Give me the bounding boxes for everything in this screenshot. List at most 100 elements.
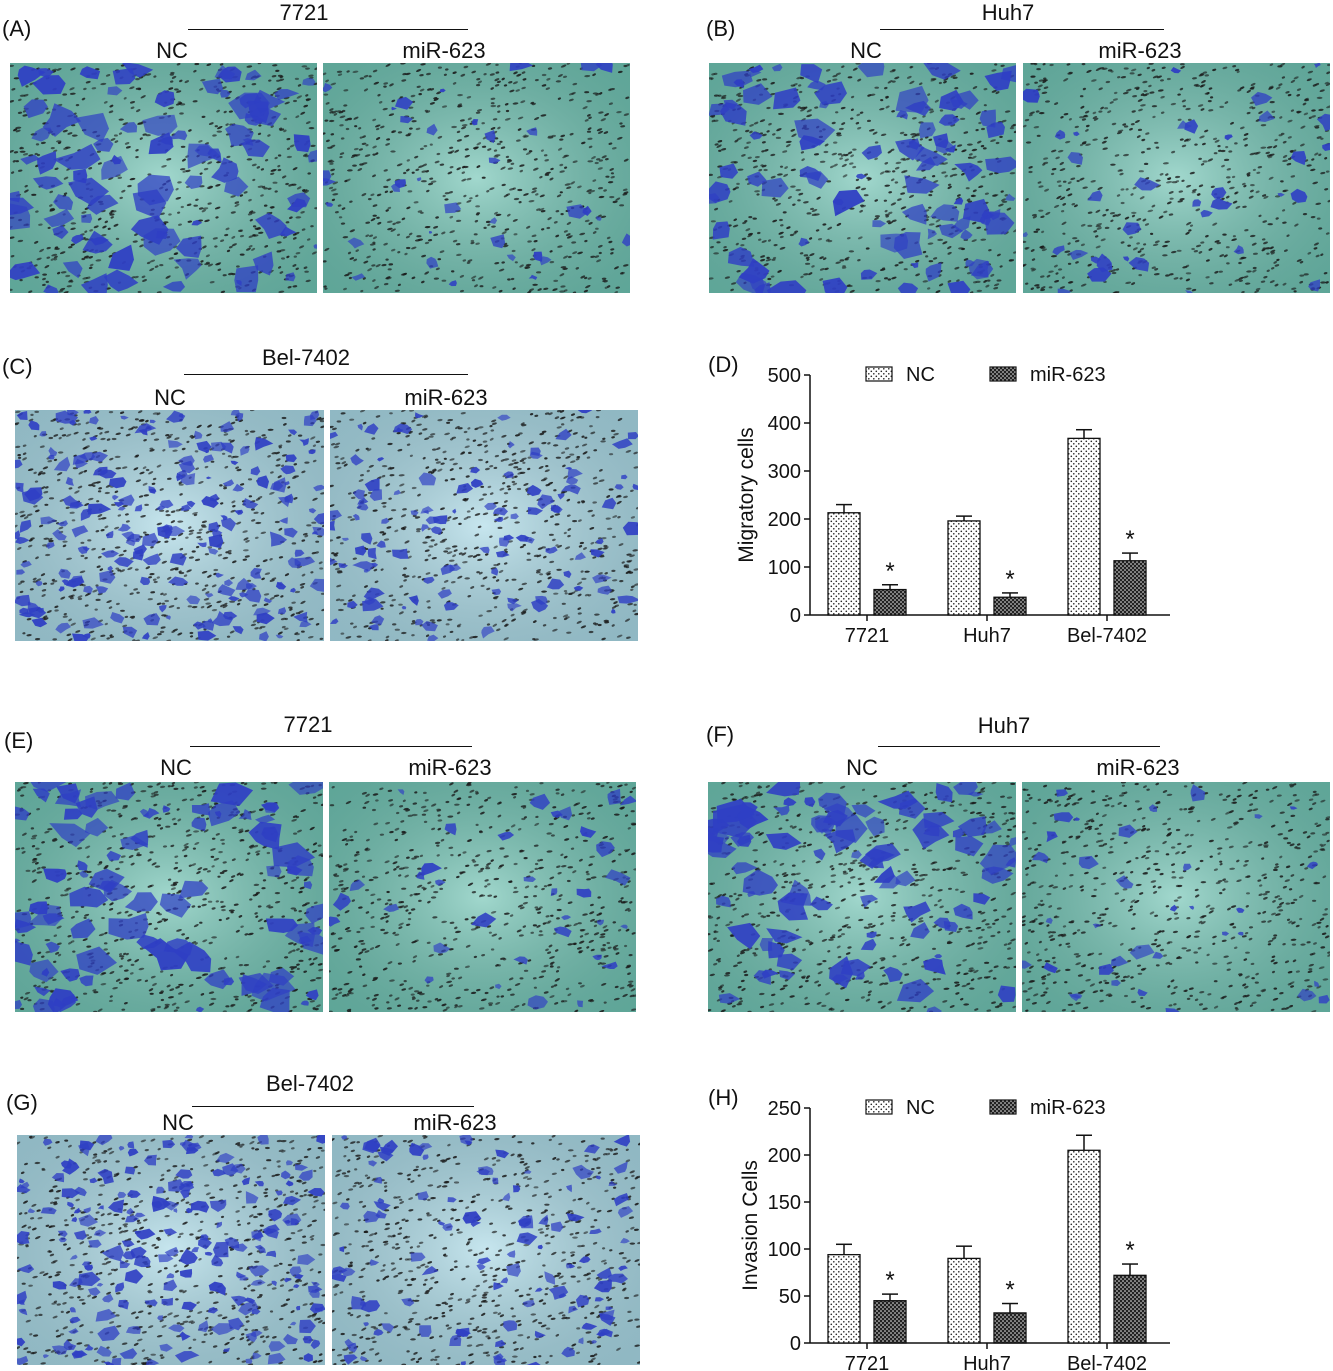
micrograph-texture [708,782,1016,1012]
panel-letter: (A) [2,16,32,41]
bar-mir-623 [873,588,907,616]
micrograph-mir-623 [323,63,630,293]
group-label-nc: NC [156,38,188,63]
legend-swatch-nc [865,366,893,382]
y-tick-label: 500 [768,365,801,387]
x-tick-label: 7721 [845,1353,890,1371]
bar-nc [1067,437,1101,616]
legend-label-nc: NC [906,1097,935,1119]
chart-svg: (H) 0 50 100 150 200 250 Invasion Cells * 7721 * Hu… [708,1085,1170,1371]
micrograph-nc [10,63,317,293]
significance-marker: * [1125,526,1134,553]
y-tick-label: 250 [768,1098,801,1120]
significance-marker: * [1005,566,1014,593]
x-tick-label: Huh7 [963,625,1011,647]
micrograph-texture [709,63,1016,293]
x-tick-label: Bel-7402 [1067,1353,1147,1371]
micrograph-mir-623 [330,410,638,641]
micrograph-texture [323,63,630,293]
group-label-mir: miR-623 [1098,38,1182,63]
significance-marker: * [1005,1277,1014,1304]
y-tick-label: 100 [768,1239,801,1261]
y-tick-label: 0 [790,605,801,627]
chart-invasion-cells: (H) 0 50 100 150 200 250 Invasion Cells * 7721 * Hu… [700,1078,1190,1371]
panel-letter: (B) [706,16,736,41]
micrograph-nc [708,782,1016,1012]
panel-letter: (G) [6,1090,38,1115]
micrograph-texture [15,410,324,641]
y-tick-label: 0 [790,1333,801,1355]
x-tick-label: Huh7 [963,1353,1011,1371]
micrograph-mir-623 [1022,782,1330,1012]
group-label-nc: NC [162,1110,194,1135]
legend-swatch-mir-623 [989,1099,1017,1115]
micrograph-texture [329,782,636,1012]
y-tick-label: 50 [779,1286,801,1308]
panel-letter: (F) [706,722,735,747]
group-bracket [192,1106,474,1107]
micrograph-texture [10,63,317,293]
group-label-nc: NC [160,755,192,780]
group-bracket [190,746,472,747]
micrograph-nc [709,63,1016,293]
bar-nc [827,1253,861,1344]
cell-line-label: Bel-7402 [261,345,351,370]
micrograph-texture [330,410,638,641]
bar-mir-623 [873,1300,907,1344]
micrograph-mir-623 [332,1135,640,1365]
panel-letter: (E) [4,728,34,753]
legend-swatch-mir-623 [989,366,1017,382]
y-tick-label: 400 [768,413,801,435]
micrograph-nc [17,1135,325,1365]
bar-mir-623 [993,1312,1027,1344]
group-label-nc: NC [154,385,186,410]
bar-nc [947,520,981,616]
bar-nc [827,512,861,616]
y-tick-label: 200 [768,509,801,531]
micrograph-mir-623 [329,782,636,1012]
bar-nc [1067,1149,1101,1344]
bar-nc [947,1257,981,1344]
group-label-mir: miR-623 [1096,755,1180,780]
group-label-nc: NC [850,38,882,63]
cell-line-label: Huh7 [981,0,1035,25]
micrograph-mir-623 [1023,63,1330,293]
bar-mir-623 [1113,560,1147,616]
chart-svg: (D) 0 100 200 300 400 500 Migratory cells * 7721 *… [708,352,1170,647]
group-label-mir: miR-623 [402,38,486,63]
panel-letter: (H) [708,1085,739,1110]
panel-letter: (D) [708,352,739,377]
x-tick-label: 7721 [845,625,890,647]
y-axis-label: Migratory cells [735,427,758,562]
group-bracket [184,374,468,375]
cell-line-label: Huh7 [977,713,1031,738]
bar-mir-623 [1113,1274,1147,1344]
y-tick-label: 150 [768,1192,801,1214]
legend-swatch-nc [865,1099,893,1115]
group-bracket [878,746,1160,747]
micrograph-texture [17,1135,325,1365]
cell-line-label: 7721 [279,0,329,25]
cell-line-label: 7721 [283,712,333,737]
micrograph-texture [15,782,323,1012]
group-bracket [188,29,468,30]
y-tick-label: 200 [768,1145,801,1167]
micrograph-nc [15,410,324,641]
group-label-mir: miR-623 [413,1110,497,1135]
chart-migratory-cells: (D) 0 100 200 300 400 500 Migratory cells * 7721 *… [700,345,1190,650]
group-label-mir: miR-623 [404,385,488,410]
legend-label-mir-623: miR-623 [1030,1097,1106,1119]
significance-marker: * [1125,1237,1134,1264]
micrograph-nc [15,782,323,1012]
group-bracket [880,29,1164,30]
micrograph-texture [1023,63,1330,293]
y-tick-label: 100 [768,557,801,579]
significance-marker: * [885,1267,894,1294]
cell-line-label: Bel-7402 [265,1071,355,1096]
bar-mir-623 [993,596,1027,616]
group-label-mir: miR-623 [408,755,492,780]
legend-label-mir-623: miR-623 [1030,364,1106,386]
micrograph-texture [332,1135,640,1365]
significance-marker: * [885,558,894,585]
y-tick-label: 300 [768,461,801,483]
